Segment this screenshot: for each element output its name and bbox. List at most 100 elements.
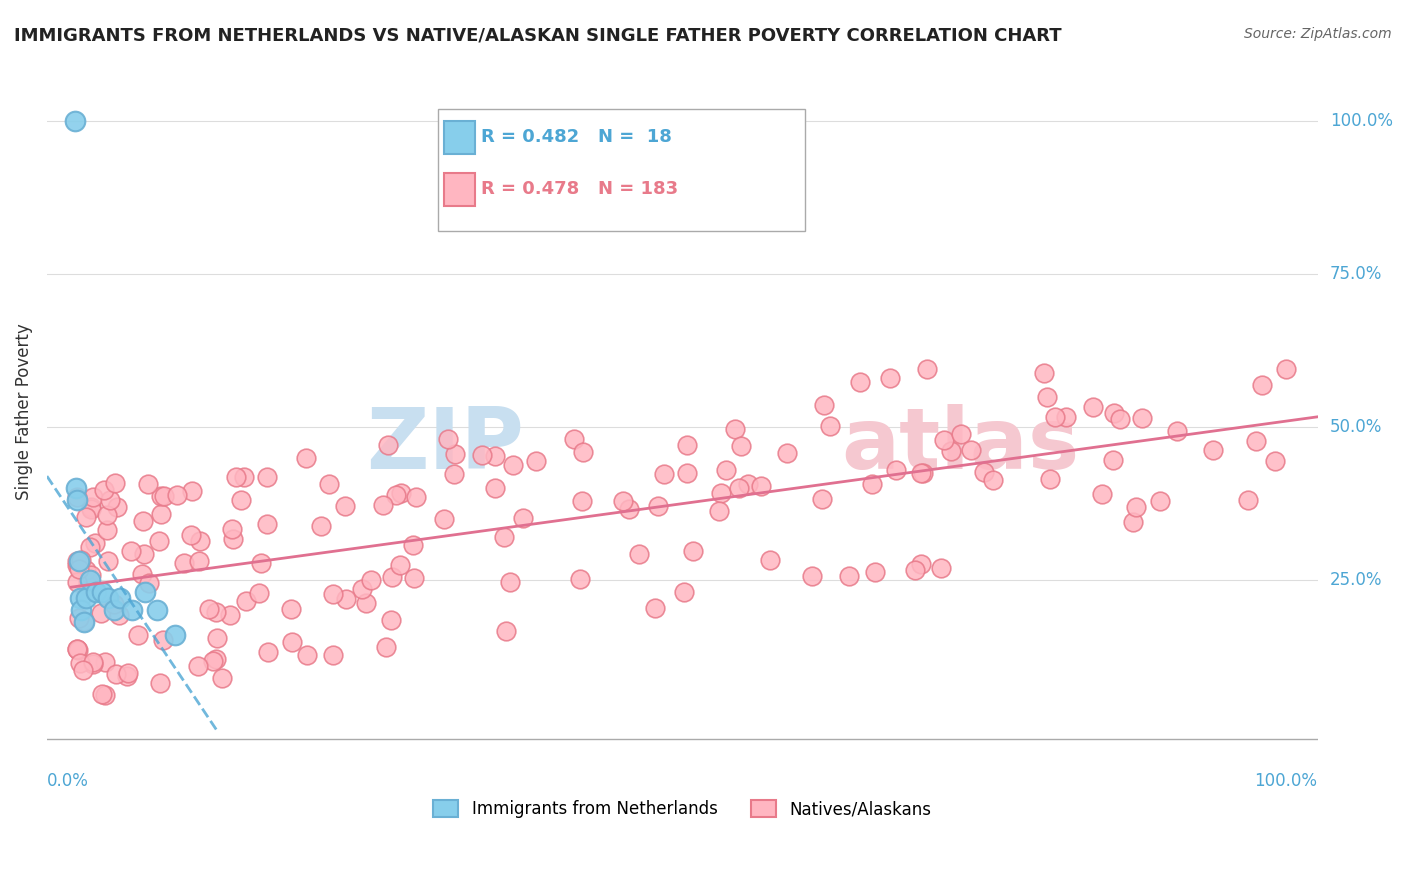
Point bbox=[150, 489, 173, 503]
Bar bbox=[444, 173, 474, 206]
Point bbox=[673, 584, 696, 599]
Point bbox=[1102, 453, 1125, 467]
Text: R = 0.478   N = 183: R = 0.478 N = 183 bbox=[481, 180, 678, 198]
Point bbox=[484, 449, 506, 463]
Point bbox=[628, 547, 651, 561]
Point bbox=[904, 562, 927, 576]
Point bbox=[73, 615, 96, 629]
Point bbox=[205, 606, 228, 620]
Point bbox=[932, 433, 955, 447]
Text: atlas: atlas bbox=[841, 403, 1080, 486]
Text: Source: ZipAtlas.com: Source: ZipAtlas.com bbox=[1244, 27, 1392, 41]
Point bbox=[131, 566, 153, 581]
Point bbox=[354, 595, 377, 609]
Point bbox=[235, 594, 257, 608]
Point bbox=[727, 481, 749, 495]
Point bbox=[229, 493, 252, 508]
Point bbox=[132, 514, 155, 528]
Point bbox=[710, 486, 733, 500]
Point bbox=[910, 466, 932, 480]
Point bbox=[249, 586, 271, 600]
Point bbox=[1237, 493, 1260, 508]
Point bbox=[104, 476, 127, 491]
Point bbox=[389, 485, 412, 500]
Point bbox=[221, 522, 243, 536]
Point bbox=[471, 448, 494, 462]
Point bbox=[134, 584, 156, 599]
Point bbox=[66, 574, 89, 589]
Point bbox=[499, 575, 522, 590]
Point bbox=[1081, 401, 1104, 415]
Point bbox=[911, 466, 934, 480]
Text: ZIP: ZIP bbox=[366, 403, 523, 486]
Point bbox=[612, 494, 634, 508]
Point bbox=[79, 573, 101, 587]
Point bbox=[860, 476, 883, 491]
Point bbox=[1275, 361, 1298, 376]
Point bbox=[730, 439, 752, 453]
Text: 50.0%: 50.0% bbox=[1330, 417, 1382, 435]
Point bbox=[929, 561, 952, 575]
Point bbox=[619, 501, 641, 516]
Point bbox=[188, 534, 211, 549]
Text: IMMIGRANTS FROM NETHERLANDS VS NATIVE/ALASKAN SINGLE FATHER POVERTY CORRELATION : IMMIGRANTS FROM NETHERLANDS VS NATIVE/AL… bbox=[14, 27, 1062, 45]
Point bbox=[562, 432, 585, 446]
Point bbox=[1264, 454, 1286, 468]
Point bbox=[94, 688, 117, 702]
FancyBboxPatch shape bbox=[437, 109, 804, 231]
Text: 75.0%: 75.0% bbox=[1330, 265, 1382, 283]
Text: 100.0%: 100.0% bbox=[1254, 772, 1317, 790]
Point bbox=[1166, 424, 1188, 438]
Point bbox=[132, 547, 155, 561]
Point bbox=[494, 530, 516, 544]
Point bbox=[443, 467, 465, 482]
Point bbox=[98, 493, 121, 508]
Point bbox=[1125, 500, 1147, 515]
Point bbox=[72, 615, 94, 630]
Point bbox=[103, 597, 125, 611]
Point bbox=[380, 614, 402, 628]
Point bbox=[104, 666, 127, 681]
Point bbox=[173, 557, 195, 571]
Point bbox=[647, 500, 669, 514]
Point bbox=[1039, 472, 1062, 486]
Point bbox=[77, 574, 100, 588]
Point bbox=[115, 668, 138, 682]
Point bbox=[377, 438, 399, 452]
Point bbox=[1054, 409, 1077, 424]
Point bbox=[70, 552, 93, 566]
Point bbox=[983, 473, 1005, 487]
Point bbox=[811, 492, 834, 507]
Point bbox=[402, 571, 425, 585]
Point bbox=[917, 362, 939, 376]
Point bbox=[381, 570, 404, 584]
Point bbox=[90, 607, 112, 621]
Point bbox=[960, 442, 983, 457]
Point bbox=[818, 418, 841, 433]
Point bbox=[69, 591, 91, 605]
Point bbox=[225, 469, 247, 483]
Point bbox=[1091, 487, 1114, 501]
Point bbox=[75, 591, 97, 605]
Point bbox=[152, 633, 174, 648]
Point bbox=[318, 477, 340, 491]
Point bbox=[66, 558, 89, 573]
Point bbox=[402, 538, 425, 552]
Point bbox=[201, 654, 224, 668]
Text: 0.0%: 0.0% bbox=[46, 772, 89, 790]
Point bbox=[309, 519, 332, 533]
Point bbox=[138, 575, 160, 590]
Point bbox=[82, 657, 104, 672]
Point bbox=[249, 556, 271, 570]
Point bbox=[218, 608, 240, 623]
Point bbox=[148, 533, 170, 548]
Point bbox=[66, 493, 89, 508]
Point bbox=[256, 516, 278, 531]
Point bbox=[222, 532, 245, 546]
Point bbox=[165, 628, 187, 642]
Point bbox=[776, 446, 799, 460]
Point bbox=[295, 451, 318, 466]
Point bbox=[484, 481, 506, 495]
Point bbox=[374, 640, 396, 654]
Point bbox=[127, 628, 149, 642]
